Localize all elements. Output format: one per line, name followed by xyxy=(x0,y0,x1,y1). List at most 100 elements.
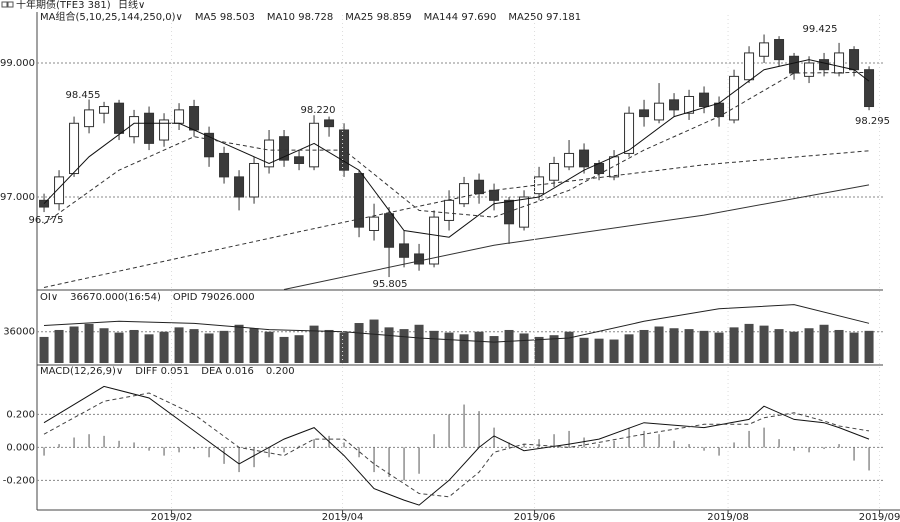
candle-body xyxy=(99,106,110,114)
volume-bar xyxy=(309,325,319,363)
candle-body xyxy=(384,213,395,248)
icon xyxy=(7,1,14,8)
x-tick-label: 2019/08 xyxy=(707,512,749,522)
x-tick-label: 2019/09 xyxy=(859,512,900,522)
volume-bar xyxy=(54,329,64,363)
y-tick-label: 36000 xyxy=(3,327,35,338)
volume-bar xyxy=(849,332,859,363)
legend-entry: DEA 0.016 xyxy=(201,366,254,377)
instrument-title: 十年期债(TFE3 381) xyxy=(16,0,111,11)
legend-entry: MA250 97.181 xyxy=(508,12,581,23)
candle-body xyxy=(804,62,815,77)
volume-bar xyxy=(474,331,484,363)
candle-body xyxy=(849,49,860,71)
volume-bar xyxy=(39,336,49,363)
candle-body xyxy=(669,99,680,111)
candle-body xyxy=(489,189,500,201)
volume-bar xyxy=(489,336,499,363)
candle-body xyxy=(144,112,155,144)
indicator-line xyxy=(283,184,870,290)
volume-bar xyxy=(189,329,199,363)
candle-body xyxy=(129,116,140,138)
volume-bar xyxy=(639,329,649,363)
volume-bar xyxy=(114,332,124,363)
candle-body xyxy=(444,199,455,221)
volume-bar xyxy=(714,332,724,363)
candle-body xyxy=(624,112,635,154)
legend-entry: OPID 79026.000 xyxy=(173,292,255,303)
volume-bar xyxy=(759,325,769,363)
candle-body xyxy=(324,119,335,128)
price-annotation: 96.775 xyxy=(29,215,64,226)
volume-bar xyxy=(84,323,94,363)
candle-body xyxy=(114,102,125,134)
candle-body xyxy=(219,152,230,178)
volume-bar xyxy=(834,329,844,363)
y-tick-label: 0.000 xyxy=(6,442,35,453)
volume-bar xyxy=(669,328,679,363)
volume-bar xyxy=(774,329,784,363)
candle-body xyxy=(294,156,305,164)
candle-body xyxy=(159,119,170,141)
volume-bar xyxy=(99,328,109,363)
volume-bar xyxy=(594,338,604,363)
indicator-line xyxy=(43,71,870,225)
price-annotation: 98.295 xyxy=(855,116,890,127)
candle-body xyxy=(369,216,380,231)
candle-body xyxy=(414,253,425,265)
candle-body xyxy=(564,152,575,168)
indicator-line xyxy=(43,392,870,498)
volume-bar xyxy=(249,328,259,363)
candle-body xyxy=(774,39,785,61)
candle-body xyxy=(459,183,470,205)
candle-body xyxy=(54,176,65,205)
volume-bar xyxy=(369,319,379,363)
candle-body xyxy=(609,156,620,178)
volume-bar xyxy=(864,330,874,363)
volume-bar xyxy=(219,330,229,363)
volume-bar xyxy=(279,336,289,363)
volume-bar xyxy=(804,328,814,363)
legend-entry: MA10 98.728 xyxy=(267,12,333,23)
candle-body xyxy=(684,95,695,114)
price-annotation: 98.455 xyxy=(66,90,101,101)
candle-body xyxy=(639,109,650,118)
legend-entry: DIFF 0.051 xyxy=(135,366,189,377)
candle-body xyxy=(699,92,710,108)
candle-body xyxy=(729,75,740,121)
volume-bar xyxy=(159,331,169,363)
legend-entry: MA5 98.503 xyxy=(195,12,255,23)
volume-bar xyxy=(174,327,184,363)
y-tick-label: -0.200 xyxy=(3,475,35,486)
volume-bar xyxy=(654,326,664,363)
volume-bar xyxy=(264,331,274,363)
indicator-line xyxy=(43,385,870,506)
volume-bar xyxy=(429,330,439,363)
candle-body xyxy=(579,149,590,168)
volume-bar xyxy=(744,323,754,363)
candle-body xyxy=(69,122,80,175)
candle-body xyxy=(204,132,215,158)
candle-body xyxy=(354,173,365,228)
legend-entry: MACD(12,26,9)∨ xyxy=(40,366,123,377)
volume-bar xyxy=(519,333,529,363)
candle-body xyxy=(744,52,755,81)
price-annotation: 95.805 xyxy=(373,279,408,290)
volume-bar xyxy=(789,331,799,363)
volume-bar xyxy=(564,331,574,363)
icon xyxy=(1,1,8,8)
volume-bar xyxy=(324,329,334,363)
volume-bar xyxy=(444,332,454,363)
candle-body xyxy=(789,55,800,74)
volume-bar xyxy=(414,324,424,363)
candle-body xyxy=(189,106,200,131)
volume-bar xyxy=(609,339,619,363)
period-selector[interactable]: 日线∨ xyxy=(118,0,145,11)
volume-bar xyxy=(399,329,409,363)
candle-body xyxy=(234,176,245,198)
volume-bar xyxy=(504,329,514,363)
volume-bar xyxy=(684,329,694,363)
y-tick-label: 97.000 xyxy=(0,192,35,203)
indicator-line xyxy=(43,59,870,238)
